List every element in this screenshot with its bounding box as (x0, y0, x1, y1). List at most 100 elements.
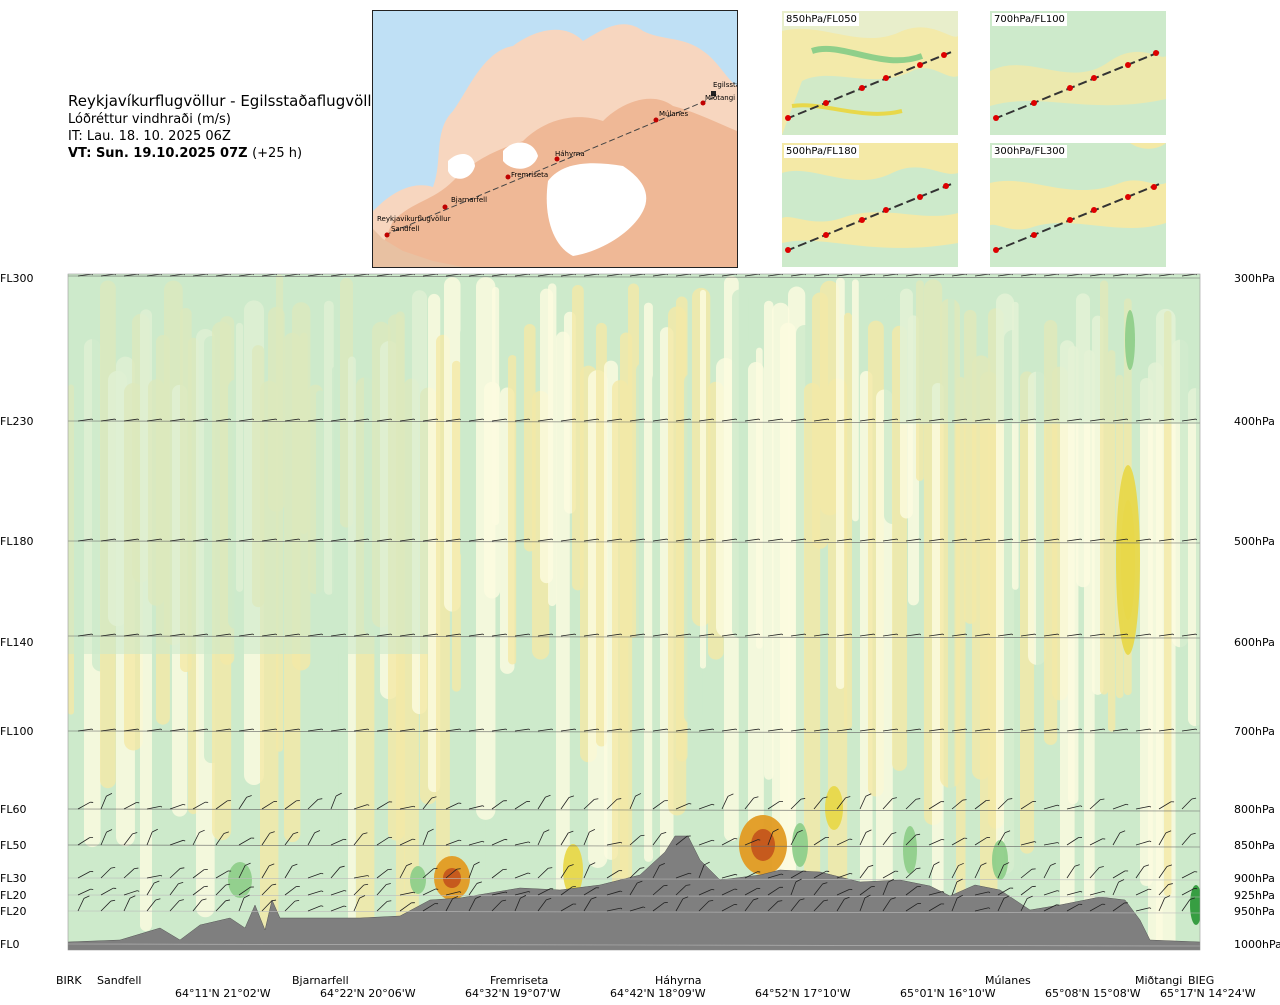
wind-barb (445, 868, 461, 879)
wind-barb (284, 863, 298, 879)
wind-barb (606, 870, 623, 879)
wind-barb (560, 633, 576, 637)
wind-barb (146, 898, 161, 912)
y-axis-labels: FL300 300hPa FL230 400hPa FL180 500hPa FL140 60… (0, 272, 1280, 951)
wind-barb (997, 862, 1010, 879)
map-label-mulanes: Múlanes (659, 110, 688, 118)
wind-barb (146, 728, 162, 732)
wind-barb (123, 802, 140, 810)
wind-barb (583, 538, 599, 542)
wind-barb (790, 633, 806, 637)
wind-barb (1181, 832, 1196, 846)
wind-barb (951, 878, 963, 896)
wind-barb (790, 728, 806, 732)
wind-barb (928, 891, 945, 896)
route-map: Sandfell Reykjavíkurflugvöllur Bjarnarfe… (372, 10, 738, 268)
wind-barb (905, 798, 921, 810)
wind-barb (997, 538, 1013, 542)
wind-barb (468, 840, 485, 846)
wind-barb (652, 538, 668, 542)
wind-barb (514, 872, 531, 879)
wind-barb (583, 828, 596, 846)
wind-barb (1066, 890, 1083, 896)
wind-barb (514, 538, 530, 542)
wind-barb (146, 874, 163, 879)
fl-label: FL180 (0, 535, 33, 548)
wind-barb (859, 418, 875, 422)
wind-barb (928, 838, 945, 846)
wind-barb (1043, 418, 1059, 422)
wind-barb (836, 418, 852, 422)
wind-barb (330, 865, 345, 879)
wind-barb (905, 728, 921, 732)
wind-barb (675, 633, 691, 637)
wind-barb (1135, 538, 1151, 542)
wind-cell (1190, 885, 1200, 925)
wind-barb (1181, 418, 1197, 422)
wind-barb (146, 828, 158, 846)
wind-barb (698, 803, 715, 810)
wind-barb (376, 633, 392, 637)
station-label: Bjarnarfell (292, 974, 349, 987)
wind-barb (974, 538, 990, 542)
mini-map-850-graphic (782, 11, 958, 135)
map-label-sandfell: Sandfell (391, 225, 419, 233)
wind-barb (307, 418, 323, 422)
wind-barb (399, 538, 415, 542)
wind-barb (698, 538, 714, 542)
wind-barb (951, 538, 967, 542)
fl-label: FL230 (0, 415, 33, 428)
wind-barb (307, 872, 324, 879)
wind-barb (169, 881, 184, 896)
wind-barb (698, 728, 714, 732)
wind-barb (744, 796, 759, 810)
wind-barb (767, 633, 783, 637)
wind-barb (537, 794, 551, 810)
wind-barb (951, 862, 964, 879)
wind-barb (514, 841, 531, 846)
wind-barb (1066, 538, 1082, 542)
wind-barb (583, 728, 599, 732)
wind-barb (629, 867, 645, 879)
wind-cell (1121, 500, 1135, 620)
wind-barb (629, 418, 645, 422)
wind-barb (215, 538, 231, 542)
wind-barb (422, 828, 434, 846)
wind-field-stripe (1068, 346, 1079, 805)
wind-cell (410, 866, 426, 894)
wind-barb (974, 862, 987, 879)
wind-barb (1066, 903, 1083, 912)
wind-barb (1089, 903, 1106, 912)
wind-barb (928, 418, 944, 422)
wind-barb (974, 799, 990, 810)
wind-barb (629, 538, 645, 542)
wind-barb (583, 798, 599, 810)
wind-barb (468, 418, 484, 422)
wind-barb (652, 831, 667, 846)
hpa-label: 600hPa (1234, 636, 1275, 649)
wind-barbs (77, 274, 1198, 912)
wind-barb (353, 895, 366, 912)
wind-barb (399, 838, 416, 846)
wind-barb (583, 633, 599, 637)
wind-barb (882, 878, 894, 896)
wind-barb (767, 873, 784, 879)
wind-barb (675, 418, 691, 422)
hpa-label: 800hPa (1234, 803, 1275, 816)
wind-barb (1112, 728, 1128, 732)
wind-barb (1066, 728, 1082, 732)
wind-barb (77, 633, 93, 637)
wind-barb (1181, 897, 1196, 912)
wind-barb (238, 418, 254, 422)
wind-barb (468, 881, 482, 896)
wind-barb (813, 796, 828, 810)
wind-barb (537, 888, 554, 896)
coord-label: 64°52'N 17°10'W (755, 987, 851, 1000)
wind-barb (192, 868, 208, 879)
wind-barb (422, 903, 439, 912)
wind-barb (974, 418, 990, 422)
wind-barb (376, 801, 393, 810)
wind-field-stripe (452, 360, 461, 692)
wind-barb (1089, 866, 1104, 879)
wind-barb (330, 633, 346, 637)
